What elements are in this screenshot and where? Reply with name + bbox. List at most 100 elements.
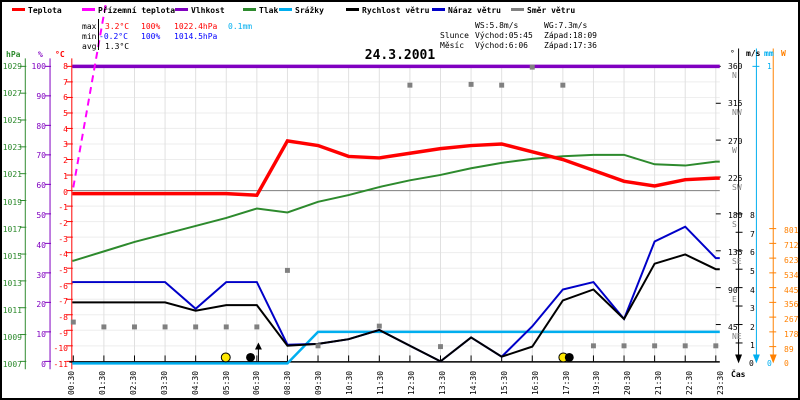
series-ground-temp — [72, 2, 108, 188]
wind-dir-marker — [407, 82, 413, 88]
tick-label: 0 — [784, 359, 789, 368]
sunrise-icon — [220, 352, 231, 363]
info-cell: WS:5.8m/s — [475, 21, 519, 30]
stat-value: 100% — [141, 32, 161, 41]
tick-label: 60 — [36, 181, 46, 191]
x-tick-label: 15:30 — [499, 370, 509, 396]
tick-label: 7 — [63, 77, 68, 87]
series-line — [72, 153, 720, 262]
legend-swatch — [243, 8, 256, 11]
tick-label: 100 — [31, 62, 46, 71]
tick-label: 267 — [784, 315, 799, 325]
tick-label: 712 — [784, 240, 799, 250]
tick-label: 801 — [784, 225, 799, 235]
stat-value: 1022.4hPa — [174, 22, 218, 31]
tick-label: 2 — [750, 322, 755, 332]
tick-label: 5 — [63, 109, 68, 119]
legend-swatch — [279, 8, 292, 11]
dir-letter: NE — [732, 331, 742, 341]
x-tick-label: 21:30 — [654, 370, 664, 396]
tick-label: 1017 — [2, 224, 22, 234]
x-tick-label: 10:30 — [345, 370, 355, 396]
dir-tick: 270 — [728, 136, 743, 146]
legend-swatch — [175, 8, 188, 11]
wind-dir-marker — [162, 324, 168, 330]
dir-tick: 180 — [728, 211, 743, 220]
legend-label: Srážky — [295, 6, 324, 15]
dir-letter: SW — [732, 182, 742, 192]
tick-label: -4 — [58, 250, 68, 260]
tick-label: 3 — [750, 304, 755, 314]
dir-letter: SE — [732, 257, 742, 267]
legend-label: Tlak — [259, 6, 279, 15]
tick-label: 8 — [750, 211, 755, 220]
wind-dir-marker — [132, 324, 137, 330]
tick-label: 2 — [63, 156, 68, 166]
tick-label: 80 — [36, 121, 46, 131]
tick-label: -2 — [58, 218, 68, 228]
legend-swatch — [12, 8, 25, 11]
x-tick-label: 05:30 — [221, 370, 231, 396]
tick-label: 40 — [36, 240, 46, 250]
stat-value: 1.3°C — [105, 42, 130, 51]
wind-dir-marker — [590, 343, 596, 349]
legend-item: Vlhkost — [175, 6, 225, 16]
legend-label: Rychlost větru — [362, 6, 430, 15]
chart-title: 24.3.2001 — [364, 48, 436, 63]
tick-label: 178 — [784, 330, 799, 340]
legend-swatch — [511, 8, 524, 11]
series-line — [72, 253, 720, 363]
tick-label: -1 — [58, 203, 68, 213]
tick-label: 6 — [63, 93, 68, 103]
tick-label: 534 — [784, 270, 799, 280]
tick-label: 4 — [750, 285, 755, 295]
rise-arrow-icon — [254, 342, 262, 350]
tick-label: 1023 — [2, 143, 22, 153]
stats-separator — [98, 19, 99, 50]
tick-label: 445 — [784, 285, 799, 295]
stat-value: 3.2°C — [105, 22, 130, 31]
stat-label: avg — [82, 42, 97, 51]
info-cell: Slunce — [440, 31, 469, 40]
dir-letter: S — [732, 220, 737, 229]
stat-value: 1014.5hPa — [174, 32, 218, 41]
dir-letter: N — [732, 71, 737, 80]
tick-label: 1013 — [2, 278, 22, 288]
tick-label: -10 — [53, 344, 68, 354]
legend-swatch — [82, 8, 95, 11]
wind-dir-marker — [621, 343, 627, 349]
tick-label: 0 — [41, 360, 46, 369]
legend-swatch — [432, 8, 445, 11]
stat-label: min — [82, 32, 97, 41]
wind-dir-marker — [101, 324, 107, 330]
axis-title-pct: % — [38, 50, 43, 59]
tick-label: 89 — [784, 345, 794, 355]
series-line — [72, 139, 720, 198]
stat-value: 0.1mm — [228, 22, 253, 31]
info-cell: Měsíc — [440, 41, 465, 50]
legend-item: Rychlost větru — [346, 6, 429, 16]
wind-dir-marker — [284, 267, 290, 273]
x-tick-label: 00:30 — [67, 370, 76, 396]
tick-label: 30 — [36, 270, 46, 280]
legend-label: Směr větru — [527, 6, 576, 15]
info-cell: WG:7.3m/s — [544, 21, 588, 30]
wind-dir-marker — [315, 343, 321, 349]
legend-label: Vlhkost — [191, 6, 225, 15]
axis-title: mm — [764, 49, 774, 58]
tick-label: -9 — [58, 328, 68, 338]
x-tick-label: 17:30 — [561, 370, 571, 396]
info-cell: Západ:18:09 — [544, 31, 597, 40]
wind-dir-marker — [223, 324, 229, 330]
x-tick-label: 02:30 — [128, 370, 138, 396]
tick-label: 1 — [767, 62, 772, 71]
wind-dir-marker — [193, 324, 199, 330]
x-tick-label: 23:30 — [716, 370, 725, 396]
dir-tick: 135 — [728, 248, 743, 258]
tick-label: 4 — [63, 124, 68, 134]
x-tick-label: 04:30 — [190, 370, 200, 396]
x-tick-label: 03:30 — [159, 370, 169, 396]
tick-label: 1 — [750, 341, 755, 351]
x-tick-label: 09:30 — [314, 370, 324, 396]
